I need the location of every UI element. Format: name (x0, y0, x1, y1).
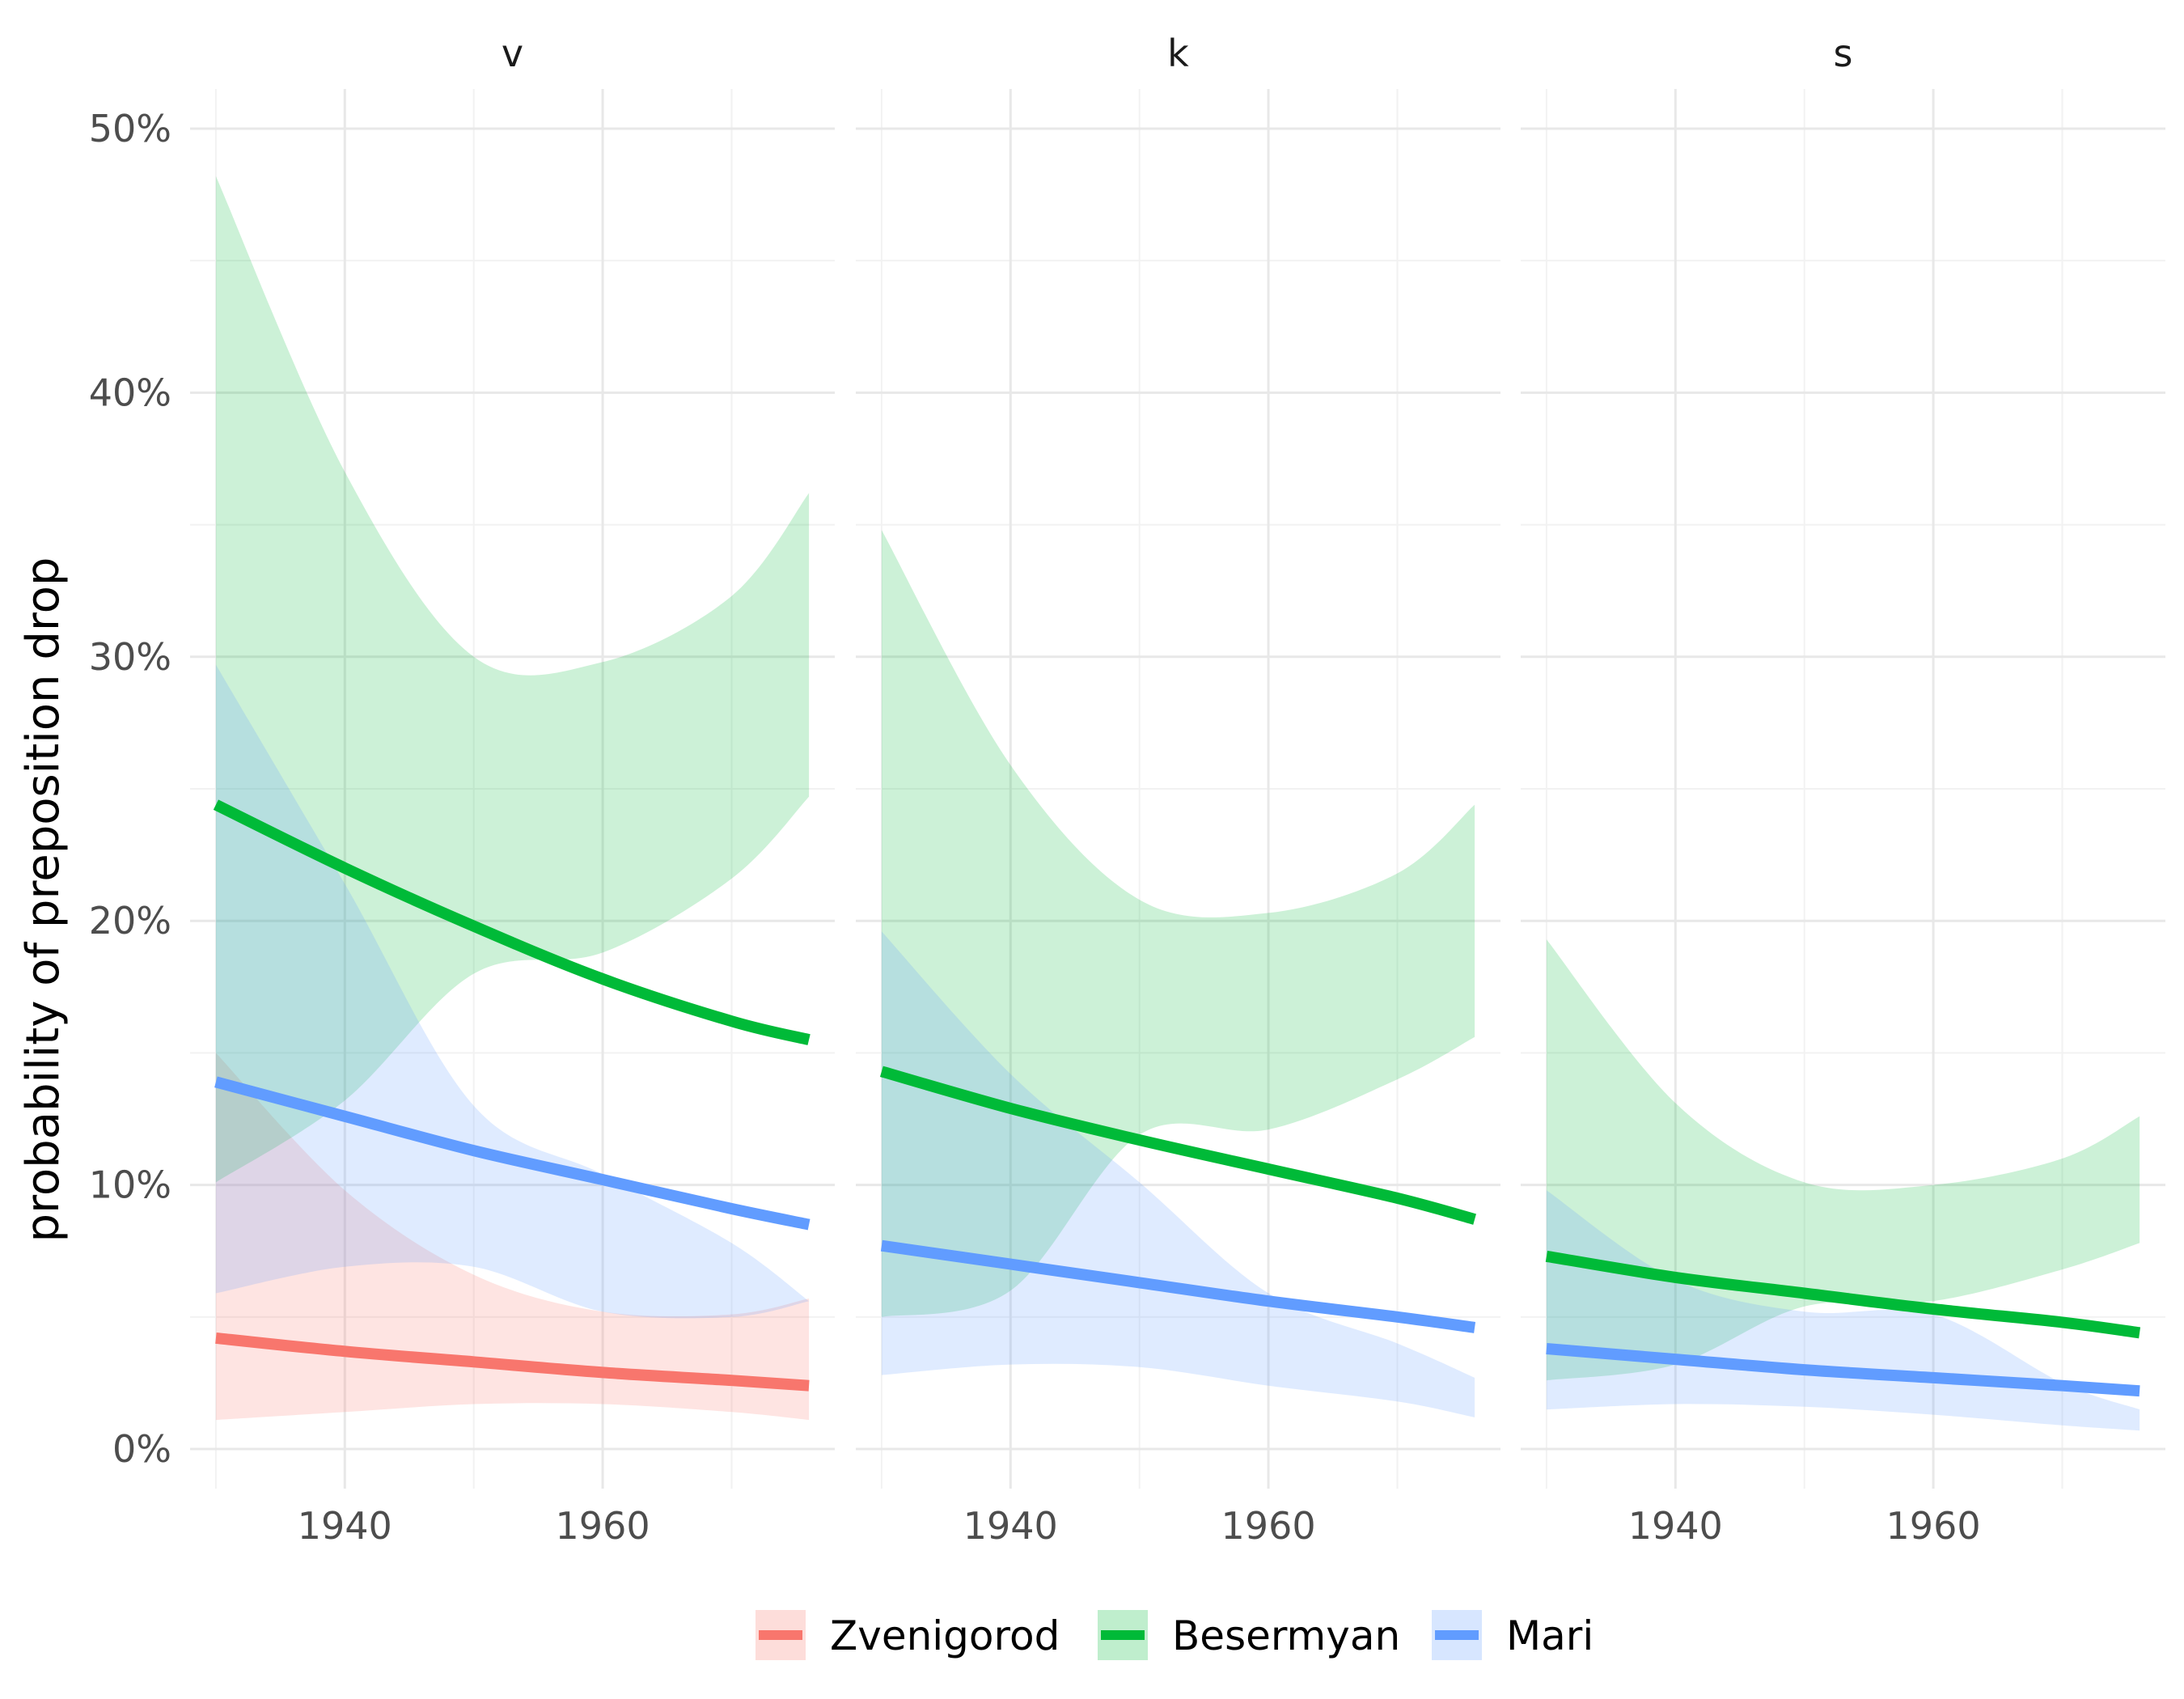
ribbon-mari (215, 664, 810, 1319)
panel-k: k 1940 1960 (856, 32, 1500, 1548)
x-tick-label: 1940 (1628, 1504, 1723, 1548)
y-tick-label: 0% (112, 1427, 171, 1471)
ribbon-besermyan (215, 176, 810, 1183)
panel-v: v 1940 1960 (190, 32, 835, 1548)
panel-s: s 1940 1960 (1521, 32, 2165, 1548)
y-tick-label: 20% (89, 899, 171, 943)
y-tick-label: 40% (89, 371, 171, 414)
ribbon-besermyan (881, 530, 1475, 1317)
ribbon-zvenigorod (215, 1053, 810, 1421)
legend-label-zvenigorod: Zvenigorod (830, 1612, 1060, 1659)
panel-title-v: v (502, 32, 523, 75)
legend-label-mari: Mari (1506, 1612, 1594, 1659)
ribbon-mari (1546, 1190, 2140, 1431)
legend: Zvenigorod Besermyan Mari (756, 1610, 1594, 1660)
legend-label-besermyan: Besermyan (1172, 1612, 1400, 1659)
panels-layer: v 1940 1960 k 1940 1960 s 1940 1960 0% 10% 20% 30% 40… (89, 32, 2165, 1548)
panel-title-s: s (1834, 32, 1853, 75)
ribbon-besermyan (1546, 939, 2140, 1381)
y-tick-label: 30% (89, 635, 171, 679)
y-tick-label: 50% (89, 107, 171, 150)
x-tick-label: 1940 (963, 1504, 1058, 1548)
ribbon-mari (881, 931, 1475, 1417)
line-mari (880, 1239, 1476, 1333)
panel-title-k: k (1167, 32, 1189, 75)
line-besermyan (879, 1066, 1476, 1225)
line-besermyan (213, 799, 811, 1045)
line-zvenigorod (215, 1332, 810, 1392)
x-tick-label: 1960 (1221, 1504, 1316, 1548)
line-mari (1546, 1343, 2140, 1397)
y-tick-label: 10% (89, 1163, 171, 1207)
x-tick-label: 1940 (298, 1504, 392, 1548)
x-tick-label: 1960 (1886, 1504, 1981, 1548)
x-tick-label: 1960 (556, 1504, 650, 1548)
y-axis-label: probability of preposition drop (17, 557, 70, 1243)
line-besermyan (1545, 1250, 2141, 1339)
line-mari (214, 1076, 811, 1231)
